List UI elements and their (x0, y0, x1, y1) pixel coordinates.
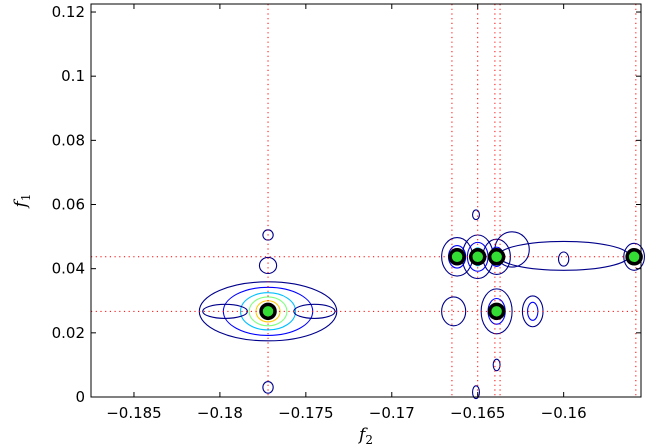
y-tick-label: 0.06 (52, 196, 85, 214)
contour-line (492, 358, 501, 372)
x-tick-label: −0.165 (450, 404, 506, 422)
x-tick-label: −0.16 (541, 404, 587, 422)
contour-line (472, 209, 480, 221)
y-tick-label: 0 (75, 388, 85, 406)
contour-line (557, 251, 570, 267)
x-axis-label: f2 (357, 425, 373, 447)
reference-lines (91, 4, 641, 397)
peak-marker (487, 302, 506, 321)
contour-line (258, 256, 278, 275)
x-tick-label: −0.18 (197, 404, 243, 422)
y-axis-label: f1 (11, 194, 33, 210)
axis-ticks: −0.185 −0.18 −0.175 −0.17 −0.165 −0.16 0 0.02 0.… (52, 3, 641, 422)
peak-marker (259, 302, 277, 321)
y-tick-label: 0.12 (52, 3, 85, 21)
peak-marker (487, 248, 506, 266)
peak-marker (448, 248, 466, 266)
x-tick-label: −0.17 (369, 404, 415, 422)
contour-line (248, 296, 288, 327)
x-tick-label: −0.185 (106, 404, 162, 422)
y-tick-label: 0.1 (61, 67, 85, 85)
contour-line (472, 385, 480, 400)
peak-marker (625, 248, 643, 266)
contour-line (239, 292, 297, 331)
contour-line (262, 381, 274, 394)
contour-line (202, 303, 248, 319)
y-tick-label: 0.08 (52, 131, 85, 149)
contour-line (623, 242, 645, 271)
y-tick-label: 0.04 (52, 260, 85, 278)
y-tick-label: 0.02 (52, 324, 85, 342)
peak-marker (468, 248, 487, 266)
x-tick-label: −0.175 (278, 404, 334, 422)
peak-markers (259, 248, 643, 321)
plot-frame (90, 3, 642, 398)
contour-line (521, 295, 544, 328)
contour-line (293, 303, 336, 319)
contour-line (441, 296, 467, 327)
